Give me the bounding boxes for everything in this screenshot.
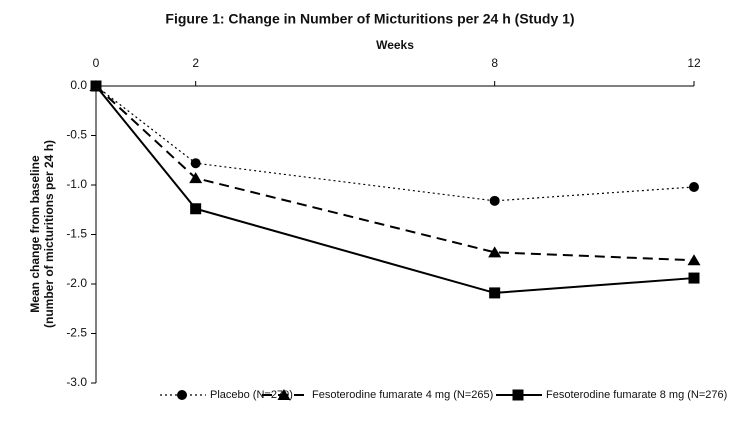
marker <box>488 246 502 258</box>
x-tick-label: 8 <box>491 56 498 70</box>
marker <box>90 80 102 92</box>
series-line <box>95 85 695 202</box>
y-tick-label: -0.5 <box>66 128 87 142</box>
x-tick-label: 0 <box>93 56 100 70</box>
legend-label: Fesoterodine fumarate 4 mg (N=265) <box>312 389 493 401</box>
marker <box>687 254 701 266</box>
marker <box>189 172 203 184</box>
legend-label: Placebo (N=279) <box>210 389 293 401</box>
series-line <box>95 85 695 294</box>
x-axis-label: Weeks <box>376 38 414 52</box>
y-tick-label: -3.0 <box>66 375 87 389</box>
chart-title: Figure 1: Change in Number of Micturitio… <box>165 11 574 27</box>
y-tick-label: -1.0 <box>66 177 87 191</box>
marker <box>190 158 201 169</box>
y-tick-label: -1.5 <box>66 227 87 241</box>
y-axis-label-line: (number of micturitions per 24 h) <box>42 140 56 328</box>
marker <box>489 287 501 299</box>
marker <box>512 389 524 401</box>
marker <box>689 181 699 192</box>
y-tick-label: -2.0 <box>66 276 87 290</box>
x-tick-label: 12 <box>687 56 701 70</box>
y-tick-label: 0.0 <box>70 78 87 92</box>
marker <box>489 195 500 206</box>
marker <box>277 389 291 400</box>
marker <box>688 272 700 284</box>
y-axis-label-line: Mean change from baseline <box>28 155 42 313</box>
marker <box>177 390 187 400</box>
x-tick-label: 2 <box>192 56 199 70</box>
series-line <box>95 85 695 262</box>
y-axis-label: Mean change from baseline (number of mic… <box>28 140 56 328</box>
legend-label: Fesoterodine fumarate 8 mg (N=276) <box>546 389 727 401</box>
marker <box>190 203 202 215</box>
y-tick-label: -2.5 <box>66 326 87 340</box>
